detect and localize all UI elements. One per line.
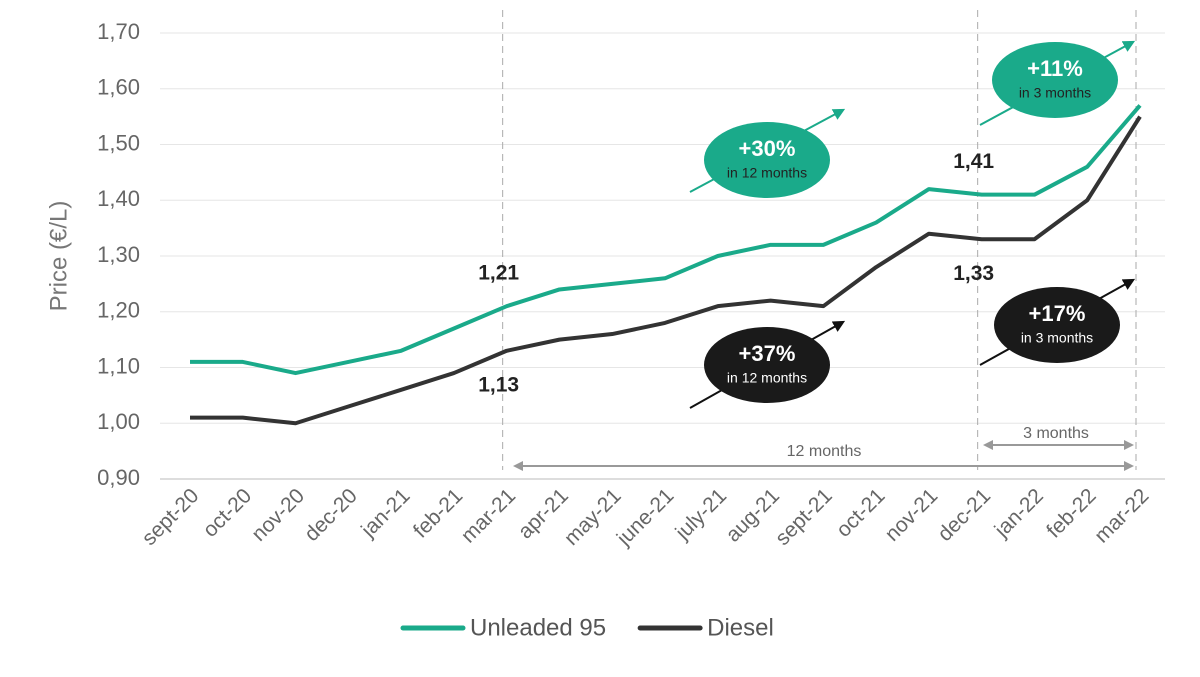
x-tick-label: sept-20 <box>138 484 204 550</box>
x-tick-label: june-21 <box>612 484 679 551</box>
y-tick-label: 1,60 <box>97 75 140 100</box>
x-tick-label: july-21 <box>671 484 732 545</box>
data-label: 1,41 <box>953 150 994 173</box>
x-tick-label: dec-20 <box>300 484 362 546</box>
x-tick-label: mar-22 <box>1090 484 1153 547</box>
x-tick-label: sept-21 <box>771 484 837 550</box>
x-tick-label: nov-21 <box>881 484 943 546</box>
annotation-value: +37% <box>739 341 796 366</box>
y-tick-label: 0,90 <box>97 465 140 490</box>
y-tick-label: 1,00 <box>97 409 140 434</box>
legend-label: Unleaded 95 <box>470 614 606 641</box>
data-label: 1,33 <box>953 262 994 285</box>
annotation-note: in 3 months <box>1019 85 1091 101</box>
annotation-bubble <box>992 42 1118 118</box>
y-tick-label: 1,70 <box>97 19 140 44</box>
annotation-value: +30% <box>739 136 796 161</box>
x-tick-label: mar-21 <box>457 484 520 547</box>
x-tick-label: oct-21 <box>832 484 890 542</box>
x-tick-label: jan-22 <box>990 484 1048 542</box>
x-tick-label: oct-20 <box>199 484 257 542</box>
y-tick-label: 1,50 <box>97 130 140 155</box>
x-tick-label: nov-20 <box>247 484 309 546</box>
x-tick-label: jan-21 <box>356 484 414 542</box>
legend-label: Diesel <box>707 614 774 641</box>
annotation-note: in 12 months <box>727 370 807 386</box>
annotation-bubble <box>704 122 830 198</box>
x-tick-label: may-21 <box>560 484 626 550</box>
annotation-bubble <box>994 287 1120 363</box>
annotation-value: +17% <box>1029 301 1086 326</box>
y-tick-label: 1,30 <box>97 242 140 267</box>
y-axis-title: Price (€/L) <box>45 201 72 312</box>
x-tick-label: dec-21 <box>933 484 995 546</box>
series-line <box>190 115 1142 426</box>
data-label: 1,21 <box>478 262 519 285</box>
y-tick-label: 1,40 <box>97 186 140 211</box>
y-tick-label: 1,10 <box>97 353 140 378</box>
span-label: 12 months <box>787 443 862 460</box>
y-tick-label: 1,20 <box>97 298 140 323</box>
series-line <box>190 104 1142 376</box>
annotation-value: +11% <box>1027 56 1083 81</box>
span-label: 3 months <box>1023 425 1089 442</box>
annotation-note: in 12 months <box>727 165 807 181</box>
data-label: 1,13 <box>478 373 519 396</box>
annotation-note: in 3 months <box>1021 330 1093 346</box>
annotation-bubble <box>704 327 830 403</box>
